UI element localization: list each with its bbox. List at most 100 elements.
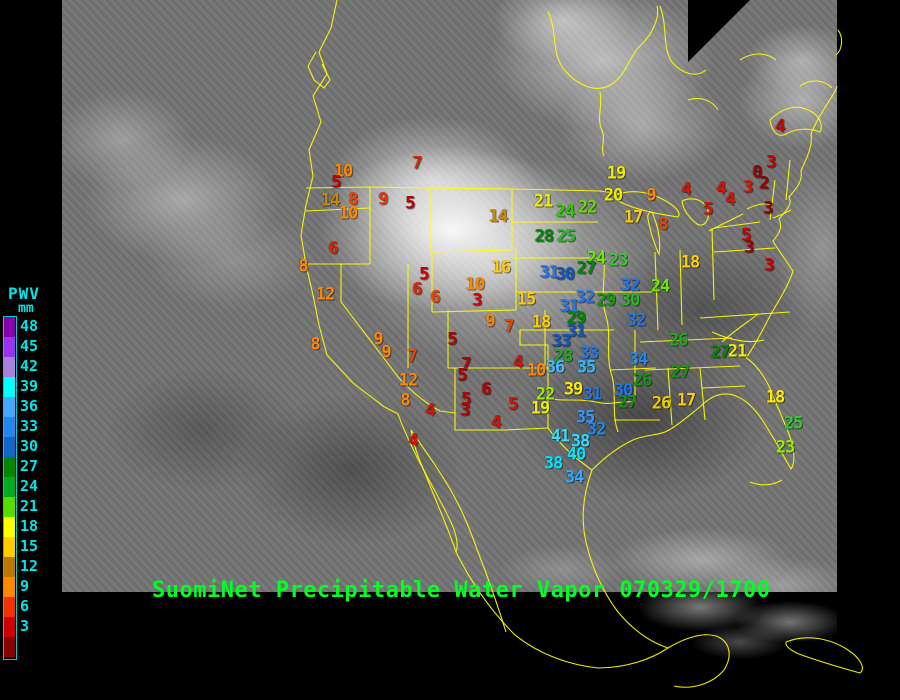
station-value: 8 (310, 334, 320, 355)
station-value: 6 (412, 279, 422, 300)
station-value: 30 (620, 290, 641, 311)
legend-scale: 48 45 42 39 36 33 30 27 24 21 18 15 12 9 6 3 (4, 317, 38, 657)
station-value: 39 (563, 379, 584, 400)
legend-swatch (4, 437, 15, 457)
station-value: 3 (460, 400, 470, 421)
station-value: 34 (628, 349, 649, 370)
station-value: 7 (412, 153, 422, 174)
station-value: 4 (681, 179, 691, 200)
legend-swatch (4, 617, 15, 637)
station-value: 10 (338, 203, 359, 224)
station-value: 4 (513, 352, 523, 373)
station-value: 7 (504, 316, 514, 337)
station-value: 10 (526, 360, 547, 381)
station-value: 5 (419, 264, 429, 285)
station-value: 8 (298, 256, 308, 277)
legend-value: 15 (20, 537, 39, 555)
station-value: 4 (775, 116, 785, 137)
map-title: SuomiNet Precipitable Water Vapor 070329… (152, 578, 771, 603)
legend-entry: 30 (4, 437, 38, 457)
station-value: 10 (465, 274, 486, 295)
station-value: 23 (608, 250, 629, 271)
station-value: 19 (530, 398, 551, 419)
station-value: 9 (378, 189, 388, 210)
station-value: 32 (620, 275, 641, 296)
satellite-image-lower-right (640, 592, 837, 660)
legend-value: 3 (20, 617, 30, 635)
station-value: 5 (405, 193, 415, 214)
station-value: 25 (783, 413, 804, 434)
legend-title: PWV (8, 284, 40, 303)
station-value: 24 (586, 248, 607, 269)
station-value: 5 (703, 199, 713, 220)
legend-value: 6 (20, 597, 30, 615)
station-value: 27 (617, 392, 638, 413)
station-value: 9 (373, 329, 383, 350)
station-value: 27 (710, 342, 731, 363)
station-value: 14 (488, 206, 509, 227)
station-value: 8 (658, 214, 668, 235)
station-value: 14 (320, 190, 341, 211)
station-value: 16 (491, 257, 512, 278)
legend-entry: 36 (4, 397, 38, 417)
legend-swatch (4, 497, 15, 517)
station-value: 29 (596, 290, 617, 311)
legend-entry: 33 (4, 417, 38, 437)
station-value: 6 (481, 379, 491, 400)
station-value: 6 (328, 238, 338, 259)
station-value: 23 (775, 437, 796, 458)
station-value: 21 (727, 341, 748, 362)
station-value: 31 (582, 384, 603, 405)
legend-entry: 9 (4, 577, 38, 597)
station-value: 6 (430, 287, 440, 308)
station-value: 31 (566, 321, 587, 342)
legend-entry: 18 (4, 517, 38, 537)
station-value: 18 (531, 312, 552, 333)
station-value: 12 (315, 284, 336, 305)
legend-swatch (4, 357, 15, 377)
legend-swatch (4, 337, 15, 357)
station-value: 7 (407, 346, 417, 367)
legend-swatch (4, 457, 15, 477)
station-value: 8 (400, 390, 410, 411)
legend-entry: 24 (4, 477, 38, 497)
station-value: 31 (559, 296, 580, 317)
station-value: 5 (461, 389, 471, 410)
station-value: 21 (533, 191, 554, 212)
legend-value: 33 (20, 417, 39, 435)
legend-colorbar-frame (3, 316, 17, 660)
station-value: 28 (534, 226, 555, 247)
station-value: 12 (398, 370, 419, 391)
legend-entry: 21 (4, 497, 38, 517)
station-value: 18 (680, 252, 701, 273)
legend-entry: 45 (4, 337, 38, 357)
station-value: 32 (586, 419, 607, 440)
legend-entry: 3 (4, 617, 38, 637)
station-value: 22 (577, 197, 598, 218)
station-value: 27 (576, 258, 597, 279)
station-value: 24 (650, 276, 671, 297)
station-value: 26 (651, 393, 672, 414)
station-value: 35 (575, 407, 596, 428)
legend-swatch (4, 637, 15, 657)
station-value: 19 (606, 163, 627, 184)
station-value: 32 (626, 310, 647, 331)
station-value: 32 (575, 287, 596, 308)
station-value: 4 (716, 178, 726, 199)
legend-value: 42 (20, 357, 39, 375)
station-value: 28 (553, 346, 574, 367)
station-value: 26 (668, 330, 689, 351)
station-value: 5 (457, 365, 467, 386)
station-value: 40 (566, 444, 587, 465)
station-value: 41 (550, 426, 571, 447)
station-value: 22 (535, 384, 556, 405)
station-value: 9 (485, 311, 495, 332)
station-value: 38 (570, 431, 591, 452)
legend-entry: 15 (4, 537, 38, 557)
legend-swatch (4, 597, 15, 617)
legend-swatch (4, 537, 15, 557)
station-value: 3 (763, 198, 773, 219)
legend-value: 45 (20, 337, 39, 355)
station-value: 33 (579, 343, 600, 364)
